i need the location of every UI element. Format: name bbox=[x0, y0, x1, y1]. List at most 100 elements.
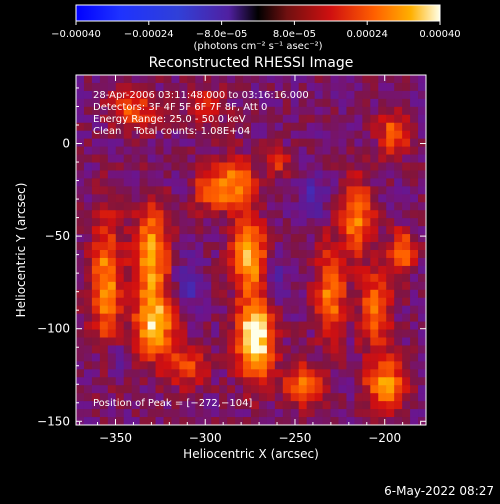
heatmap-cell bbox=[115, 289, 125, 299]
colorbar-tick-label: −0.00024 bbox=[124, 29, 174, 40]
heatmap-cell bbox=[290, 409, 300, 418]
heatmap-cell bbox=[258, 401, 268, 410]
heatmap-cell bbox=[155, 353, 164, 362]
heatmap-cell bbox=[76, 257, 85, 267]
heatmap-cell bbox=[378, 265, 387, 275]
heatmap-cell bbox=[203, 281, 212, 291]
heatmap-cell bbox=[107, 297, 117, 307]
heatmap-cell bbox=[131, 313, 141, 322]
heatmap-cell bbox=[195, 313, 204, 322]
heatmap-cell bbox=[282, 138, 292, 147]
heatmap-cell bbox=[362, 297, 371, 307]
heatmap-cell bbox=[306, 265, 316, 275]
heatmap-cell bbox=[306, 377, 316, 386]
heatmap-cell bbox=[107, 202, 117, 211]
heatmap-cell bbox=[394, 194, 403, 203]
heatmap-cell bbox=[251, 122, 260, 132]
heatmap-cell bbox=[203, 122, 212, 132]
heatmap-cell bbox=[243, 90, 252, 100]
heatmap-cell bbox=[298, 393, 308, 402]
heatmap-cell bbox=[290, 194, 300, 203]
heatmap-cell bbox=[99, 353, 109, 362]
heatmap-cell bbox=[418, 329, 426, 338]
heatmap-cell bbox=[139, 234, 148, 243]
heatmap-cell bbox=[322, 385, 331, 394]
heatmap-cell bbox=[402, 210, 411, 219]
heatmap-cell bbox=[179, 281, 188, 291]
heatmap-cell bbox=[251, 353, 260, 362]
heatmap-cell bbox=[179, 257, 188, 267]
heatmap-cell bbox=[418, 281, 426, 291]
heatmap-cell bbox=[107, 321, 117, 330]
heatmap-cell bbox=[99, 257, 109, 267]
heatmap-cell bbox=[354, 369, 363, 378]
heatmap-cell bbox=[163, 75, 172, 84]
heatmap-cell bbox=[322, 138, 331, 147]
heatmap-cell bbox=[147, 170, 156, 179]
heatmap-cell bbox=[195, 297, 204, 307]
heatmap-cell bbox=[314, 337, 323, 346]
heatmap-cell bbox=[91, 138, 101, 147]
heatmap-cell bbox=[251, 305, 260, 315]
heatmap-cell bbox=[83, 273, 93, 283]
heatmap-cell bbox=[378, 234, 387, 243]
heatmap-cell bbox=[346, 401, 355, 410]
heatmap-cell bbox=[266, 106, 276, 116]
heatmap-cell bbox=[235, 90, 244, 100]
heatmap-cell bbox=[131, 178, 141, 187]
heatmap-cell bbox=[354, 313, 363, 322]
heatmap-cell bbox=[203, 377, 212, 386]
heatmap-cell bbox=[83, 170, 93, 179]
heatmap-cell bbox=[282, 194, 292, 203]
heatmap-cell bbox=[163, 409, 172, 418]
heatmap-cell bbox=[386, 210, 395, 219]
heatmap-cell bbox=[314, 385, 323, 394]
heatmap-cell bbox=[290, 361, 300, 370]
heatmap-cell bbox=[314, 98, 323, 108]
heatmap-cell bbox=[243, 257, 252, 267]
heatmap-cell bbox=[83, 393, 93, 402]
heatmap-cell bbox=[123, 130, 133, 140]
heatmap-cell bbox=[386, 265, 395, 275]
heatmap-cell bbox=[203, 242, 212, 251]
heatmap-cell bbox=[91, 401, 101, 410]
heatmap-cell bbox=[107, 417, 117, 425]
heatmap-cell bbox=[115, 122, 125, 132]
heatmap-cell bbox=[290, 138, 300, 147]
heatmap-cell bbox=[243, 234, 252, 243]
heatmap-cell bbox=[195, 154, 204, 163]
heatmap-cell bbox=[235, 218, 244, 227]
heatmap-cell bbox=[370, 345, 379, 354]
heatmap-cell bbox=[187, 90, 196, 100]
heatmap-cell bbox=[171, 289, 180, 299]
heatmap-cell bbox=[394, 202, 403, 211]
heatmap-cell bbox=[147, 98, 156, 108]
heatmap-cell bbox=[330, 289, 339, 299]
heatmap-cell bbox=[139, 361, 148, 370]
heatmap-cell bbox=[258, 130, 268, 140]
heatmap-cell bbox=[235, 226, 244, 235]
heatmap-cell bbox=[386, 281, 395, 291]
heatmap-cell bbox=[418, 170, 426, 179]
heatmap-cell bbox=[243, 313, 252, 322]
heatmap-cell bbox=[219, 369, 228, 378]
heatmap-cell bbox=[402, 90, 411, 100]
heatmap-cell bbox=[243, 122, 252, 132]
heatmap-cell bbox=[282, 361, 292, 370]
heatmap-cell bbox=[362, 130, 371, 140]
heatmap-cell bbox=[243, 162, 252, 171]
heatmap-cell bbox=[235, 82, 244, 92]
heatmap-cell bbox=[235, 281, 244, 291]
heatmap-cell bbox=[211, 122, 220, 132]
heatmap-cell bbox=[203, 218, 212, 227]
heatmap-cell bbox=[155, 178, 164, 187]
heatmap-cell bbox=[155, 305, 164, 315]
heatmap-cell bbox=[163, 289, 172, 299]
heatmap-cell bbox=[346, 202, 355, 211]
heatmap-cell bbox=[115, 345, 125, 354]
heatmap-cell bbox=[227, 178, 236, 187]
heatmap-cell bbox=[362, 186, 371, 195]
heatmap-cell bbox=[306, 154, 316, 163]
heatmap-cell bbox=[386, 242, 395, 251]
heatmap-cell bbox=[179, 250, 188, 259]
